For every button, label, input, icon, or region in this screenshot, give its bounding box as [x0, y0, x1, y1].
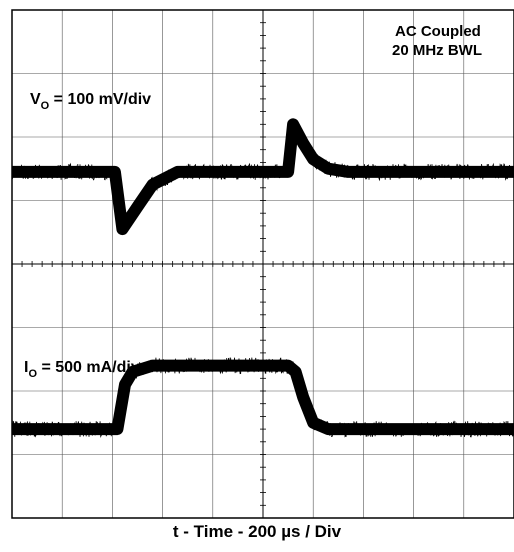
annotation-bandwidth-limit: 20 MHz BWL — [392, 42, 482, 59]
channel-label-io-symbol: I — [24, 359, 28, 376]
channel-label-io-subscript: O — [28, 368, 37, 380]
x-axis-label: t - Time - 200 µs / Div — [172, 522, 342, 541]
channel-label-vo: VO = 100 mV/div — [30, 91, 151, 112]
channel-label-vo-symbol: V — [30, 91, 41, 108]
trace-noise — [11, 357, 514, 438]
annotation-ac-coupled: AC Coupled — [395, 23, 481, 40]
scope-frame — [11, 9, 514, 519]
channel-label-vo-scale: = 100 mV/div — [49, 91, 151, 108]
scope-traces — [11, 118, 514, 438]
trace-top — [11, 118, 514, 236]
channel-label-io: IO = 500 mA/div — [24, 359, 140, 380]
trace-noise — [11, 119, 514, 235]
channel-label-vo-subscript: O — [41, 100, 50, 112]
trace-bottom — [11, 357, 514, 438]
channel-label-io-scale: = 500 mA/div — [37, 359, 140, 376]
scope-grid — [11, 9, 514, 519]
